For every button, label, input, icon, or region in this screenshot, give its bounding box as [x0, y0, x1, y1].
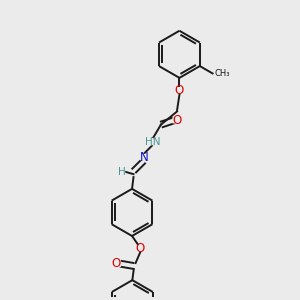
Text: O: O [175, 84, 184, 97]
FancyBboxPatch shape [119, 169, 125, 175]
FancyBboxPatch shape [172, 117, 179, 124]
FancyBboxPatch shape [176, 87, 183, 94]
FancyBboxPatch shape [146, 138, 159, 145]
Text: N: N [140, 151, 148, 164]
Text: O: O [136, 242, 145, 255]
FancyBboxPatch shape [140, 154, 148, 160]
Text: H: H [118, 167, 126, 177]
Text: CH₃: CH₃ [215, 69, 230, 78]
Text: O: O [112, 257, 121, 270]
FancyBboxPatch shape [113, 260, 121, 267]
Text: O: O [172, 114, 182, 127]
Text: HN: HN [145, 137, 161, 147]
FancyBboxPatch shape [136, 245, 144, 252]
